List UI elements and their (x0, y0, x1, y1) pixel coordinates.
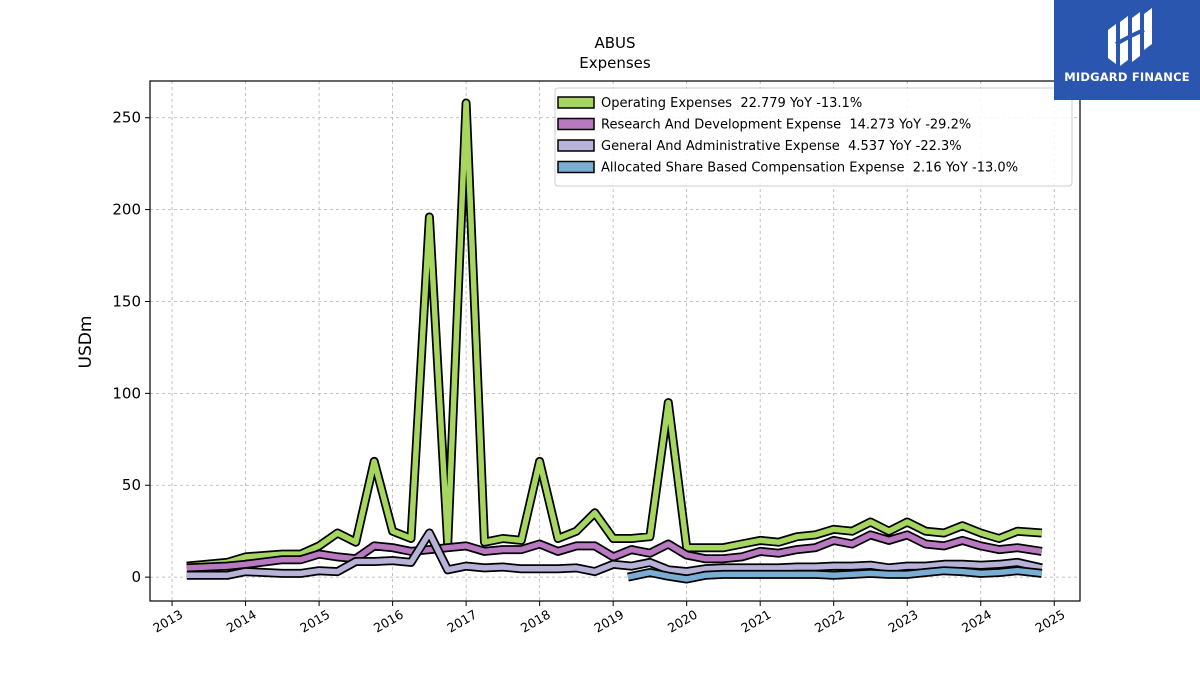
legend-item: Operating Expenses 22.779 YoY -13.1% (557, 96, 862, 111)
y-tick-label: 100 (112, 384, 141, 402)
chart-title: ABUS (594, 34, 635, 52)
legend-label: General And Administrative Expense 4.537… (601, 139, 962, 154)
y-tick-label: 150 (112, 292, 141, 310)
x-tick-label: 2022 (812, 607, 847, 636)
y-axis-label: USDm (76, 316, 96, 369)
y-tick-label: 50 (122, 476, 141, 494)
x-tick-label: 2023 (885, 607, 920, 636)
brand-logo: MIDGARD FINANCE (1054, 0, 1200, 100)
legend-item: General And Administrative Expense 4.537… (557, 139, 962, 154)
brand-mark-icon (1108, 8, 1152, 66)
series-stroke (627, 567, 1043, 582)
brand-name: MIDGARD FINANCE (1064, 70, 1190, 84)
x-tick-label: 2019 (591, 607, 626, 636)
legend-item: Allocated Share Based Compensation Expen… (557, 160, 1018, 176)
y-tick-label: 250 (112, 109, 141, 127)
legend-swatch (557, 139, 595, 152)
x-tick-label: 2017 (444, 607, 479, 636)
series-line (186, 98, 1043, 571)
legend-item: Research And Development Expense 14.273 … (557, 117, 971, 133)
legend-label: Allocated Share Based Compensation Expen… (601, 161, 1018, 176)
x-tick-label: 2020 (665, 607, 700, 636)
x-tick-label: 2021 (738, 607, 773, 636)
x-tick-label: 2025 (1032, 607, 1067, 636)
legend-swatch (557, 96, 595, 109)
x-tick-label: 2018 (518, 607, 553, 636)
x-tick-label: 2024 (959, 607, 994, 636)
chart-subtitle: Expenses (579, 54, 651, 72)
legend-label: Research And Development Expense 14.273 … (601, 118, 971, 133)
series-stroke (186, 532, 1043, 571)
legend-label: Operating Expenses 22.779 YoY -13.1% (601, 96, 862, 111)
series-stroke (186, 530, 1043, 579)
x-tick-label: 2013 (150, 607, 185, 636)
legend-swatch (557, 160, 595, 174)
x-tick-label: 2016 (371, 607, 406, 636)
x-tick-label: 2014 (224, 607, 259, 636)
series-line (626, 566, 1043, 584)
x-tick-label: 2015 (297, 607, 332, 636)
series-line (186, 530, 1043, 573)
y-tick-label: 200 (112, 201, 141, 219)
legend-swatch (557, 117, 595, 131)
series-layer (186, 98, 1043, 584)
y-tick-label: 0 (131, 568, 141, 586)
series-stroke (186, 100, 1043, 569)
legend-box (554, 87, 1073, 187)
plot-frame (149, 80, 1081, 602)
legend: Operating Expenses 22.779 YoY -13.1% Rese… (554, 87, 1073, 187)
series-line (186, 528, 1043, 580)
